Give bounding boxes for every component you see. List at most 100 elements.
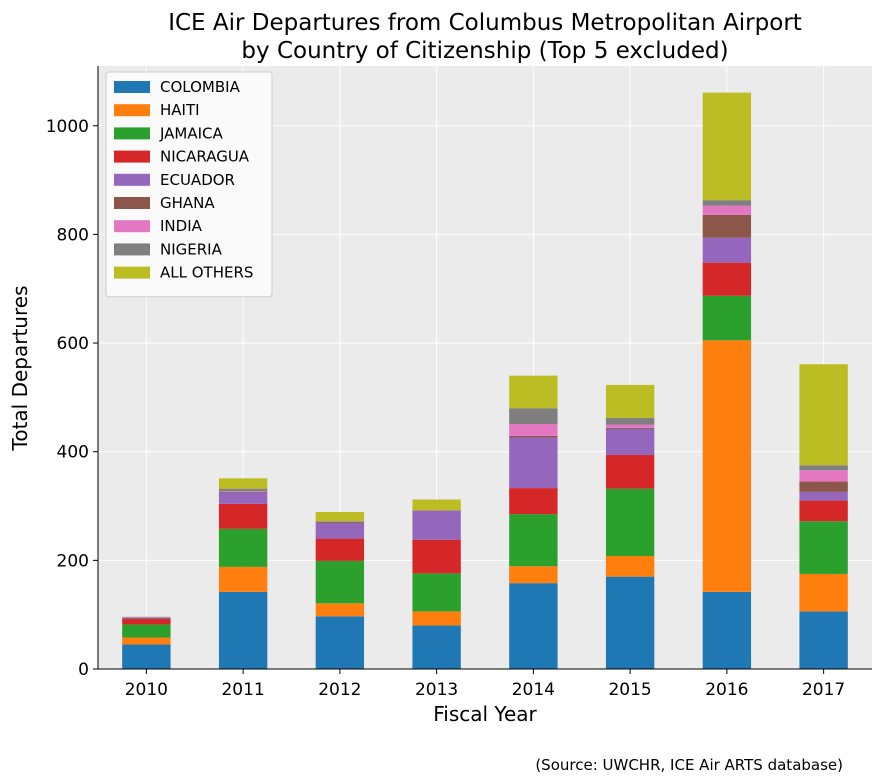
legend-swatch <box>114 220 150 233</box>
x-tick-label: 2017 <box>802 680 845 700</box>
bar-segment-nigeria-2010 <box>122 616 171 618</box>
bar-segment-nicaragua-2010 <box>122 619 171 625</box>
bar-segment-nigeria-2017 <box>799 465 848 471</box>
legend-swatch <box>114 127 150 140</box>
bar-segment-ecuador-2011 <box>218 492 268 504</box>
bar-segment-colombia-2017 <box>799 611 848 669</box>
bar-segment-all-others-2013 <box>412 499 461 511</box>
bar-segment-colombia-2012 <box>315 616 365 669</box>
bar-segment-jamaica-2013 <box>412 573 461 612</box>
x-tick-label: 2012 <box>318 680 361 700</box>
bar-segment-india-2015 <box>605 424 655 428</box>
bar-segment-all-others-2016 <box>702 92 752 201</box>
legend-label: GHANA <box>160 194 215 212</box>
bar-segment-haiti-2017 <box>799 573 848 612</box>
bar-segment-jamaica-2015 <box>605 488 655 557</box>
bar-segment-nicaragua-2013 <box>412 539 461 574</box>
legend-label: ECUADOR <box>160 171 235 189</box>
bar-segment-ghana-2010 <box>122 617 171 619</box>
bar-segment-ghana-2015 <box>605 427 655 429</box>
legend-label: HAITI <box>160 101 200 119</box>
legend: COLOMBIA HAITI JAMAICA NICARAGUA ECUADOR GHAN… <box>105 71 273 298</box>
bar-segment-nigeria-2011 <box>218 488 268 492</box>
bar-segment-nicaragua-2012 <box>315 538 365 561</box>
bar-segment-haiti-2011 <box>218 566 268 592</box>
bar-segment-ecuador-2010 <box>122 618 171 620</box>
bar-segment-ecuador-2016 <box>702 237 752 263</box>
bar-segment-ecuador-2015 <box>605 428 655 455</box>
bar-segment-ghana-2014 <box>509 435 558 438</box>
bar-segment-ghana-2012 <box>315 521 365 523</box>
legend-label: NICARAGUA <box>160 148 250 166</box>
bar-segment-nigeria-2012 <box>315 521 365 522</box>
bar-segment-india-2016 <box>702 205 752 215</box>
bar-segment-jamaica-2011 <box>218 528 268 567</box>
bar-segment-colombia-2016 <box>702 591 752 669</box>
y-tick-label: 600 <box>57 334 89 354</box>
bar-segment-colombia-2013 <box>412 625 461 669</box>
x-tick-label: 2016 <box>705 680 748 700</box>
bar-segment-all-others-2017 <box>799 364 848 466</box>
bar-segment-ghana-2017 <box>799 481 848 492</box>
legend-swatch <box>114 150 150 163</box>
bar-segment-nicaragua-2017 <box>799 500 848 522</box>
bar-segment-haiti-2013 <box>412 611 461 626</box>
y-axis-label: Total Departures <box>8 286 32 452</box>
bar-segment-ghana-2011 <box>218 491 268 493</box>
y-tick-label: 1000 <box>46 117 89 137</box>
legend-swatch <box>114 197 150 209</box>
bars <box>122 92 848 669</box>
bar-segment-colombia-2011 <box>218 591 268 669</box>
bar-segment-india-2017 <box>799 470 848 482</box>
y-tick-label: 800 <box>57 225 89 245</box>
bar-segment-ecuador-2017 <box>799 491 848 501</box>
bar-segment-haiti-2014 <box>509 566 558 584</box>
bar-segment-haiti-2010 <box>122 637 171 645</box>
bar-segment-nicaragua-2011 <box>218 503 268 529</box>
x-tick-label: 2015 <box>608 680 651 700</box>
bar-segment-colombia-2010 <box>122 644 171 669</box>
legend-swatch <box>114 104 150 117</box>
legend-label: NIGERIA <box>160 240 223 258</box>
y-tick-label: 0 <box>78 660 89 680</box>
bar-segment-colombia-2015 <box>605 576 655 669</box>
legend-swatch <box>114 243 150 256</box>
bar-segment-ecuador-2014 <box>509 437 558 489</box>
bar-segment-nicaragua-2016 <box>702 262 752 296</box>
legend-label: ALL OTHERS <box>160 264 253 282</box>
chart-title-line1: ICE Air Departures from Columbus Metropo… <box>168 10 802 36</box>
y-tick-label: 400 <box>57 443 89 463</box>
bar-segment-jamaica-2017 <box>799 521 848 574</box>
x-tick-label: 2014 <box>512 680 555 700</box>
bar-segment-haiti-2012 <box>315 603 365 617</box>
bar-segment-all-others-2014 <box>509 375 558 409</box>
x-tick-label: 2013 <box>415 680 458 700</box>
bar-segment-nigeria-2015 <box>605 418 655 425</box>
bar-segment-haiti-2015 <box>605 556 655 577</box>
bar-segment-jamaica-2014 <box>509 514 558 567</box>
bar-segment-ghana-2016 <box>702 214 752 238</box>
legend-swatch <box>114 266 150 279</box>
bar-segment-all-others-2012 <box>315 512 365 522</box>
bar-segment-nicaragua-2014 <box>509 488 558 515</box>
chart-title-line2: by Country of Citizenship (Top 5 exclude… <box>241 38 728 64</box>
bar-segment-nigeria-2016 <box>702 200 752 206</box>
x-axis-label: Fiscal Year <box>433 702 537 726</box>
bar-segment-colombia-2014 <box>509 583 558 669</box>
bar-segment-ecuador-2012 <box>315 522 365 539</box>
legend-label: COLOMBIA <box>160 78 241 96</box>
axes: 0 200 400 600 800 1000 2010 2011 2012 2013 2014 201… <box>46 66 872 700</box>
bar-segment-jamaica-2010 <box>122 624 171 638</box>
bar-segment-jamaica-2016 <box>702 295 752 341</box>
bar-segment-nigeria-2014 <box>509 408 558 424</box>
source-note: (Source: UWCHR, ICE Air ARTS database) <box>535 756 843 774</box>
bar-segment-all-others-2011 <box>218 478 268 489</box>
bar-segment-haiti-2016 <box>702 340 752 592</box>
x-tick-label: 2010 <box>125 680 168 700</box>
legend-swatch <box>114 173 150 186</box>
y-tick-label: 200 <box>57 551 89 571</box>
legend-label: INDIA <box>160 217 203 235</box>
legend-swatch <box>114 81 150 93</box>
bar-segment-all-others-2015 <box>605 384 655 419</box>
